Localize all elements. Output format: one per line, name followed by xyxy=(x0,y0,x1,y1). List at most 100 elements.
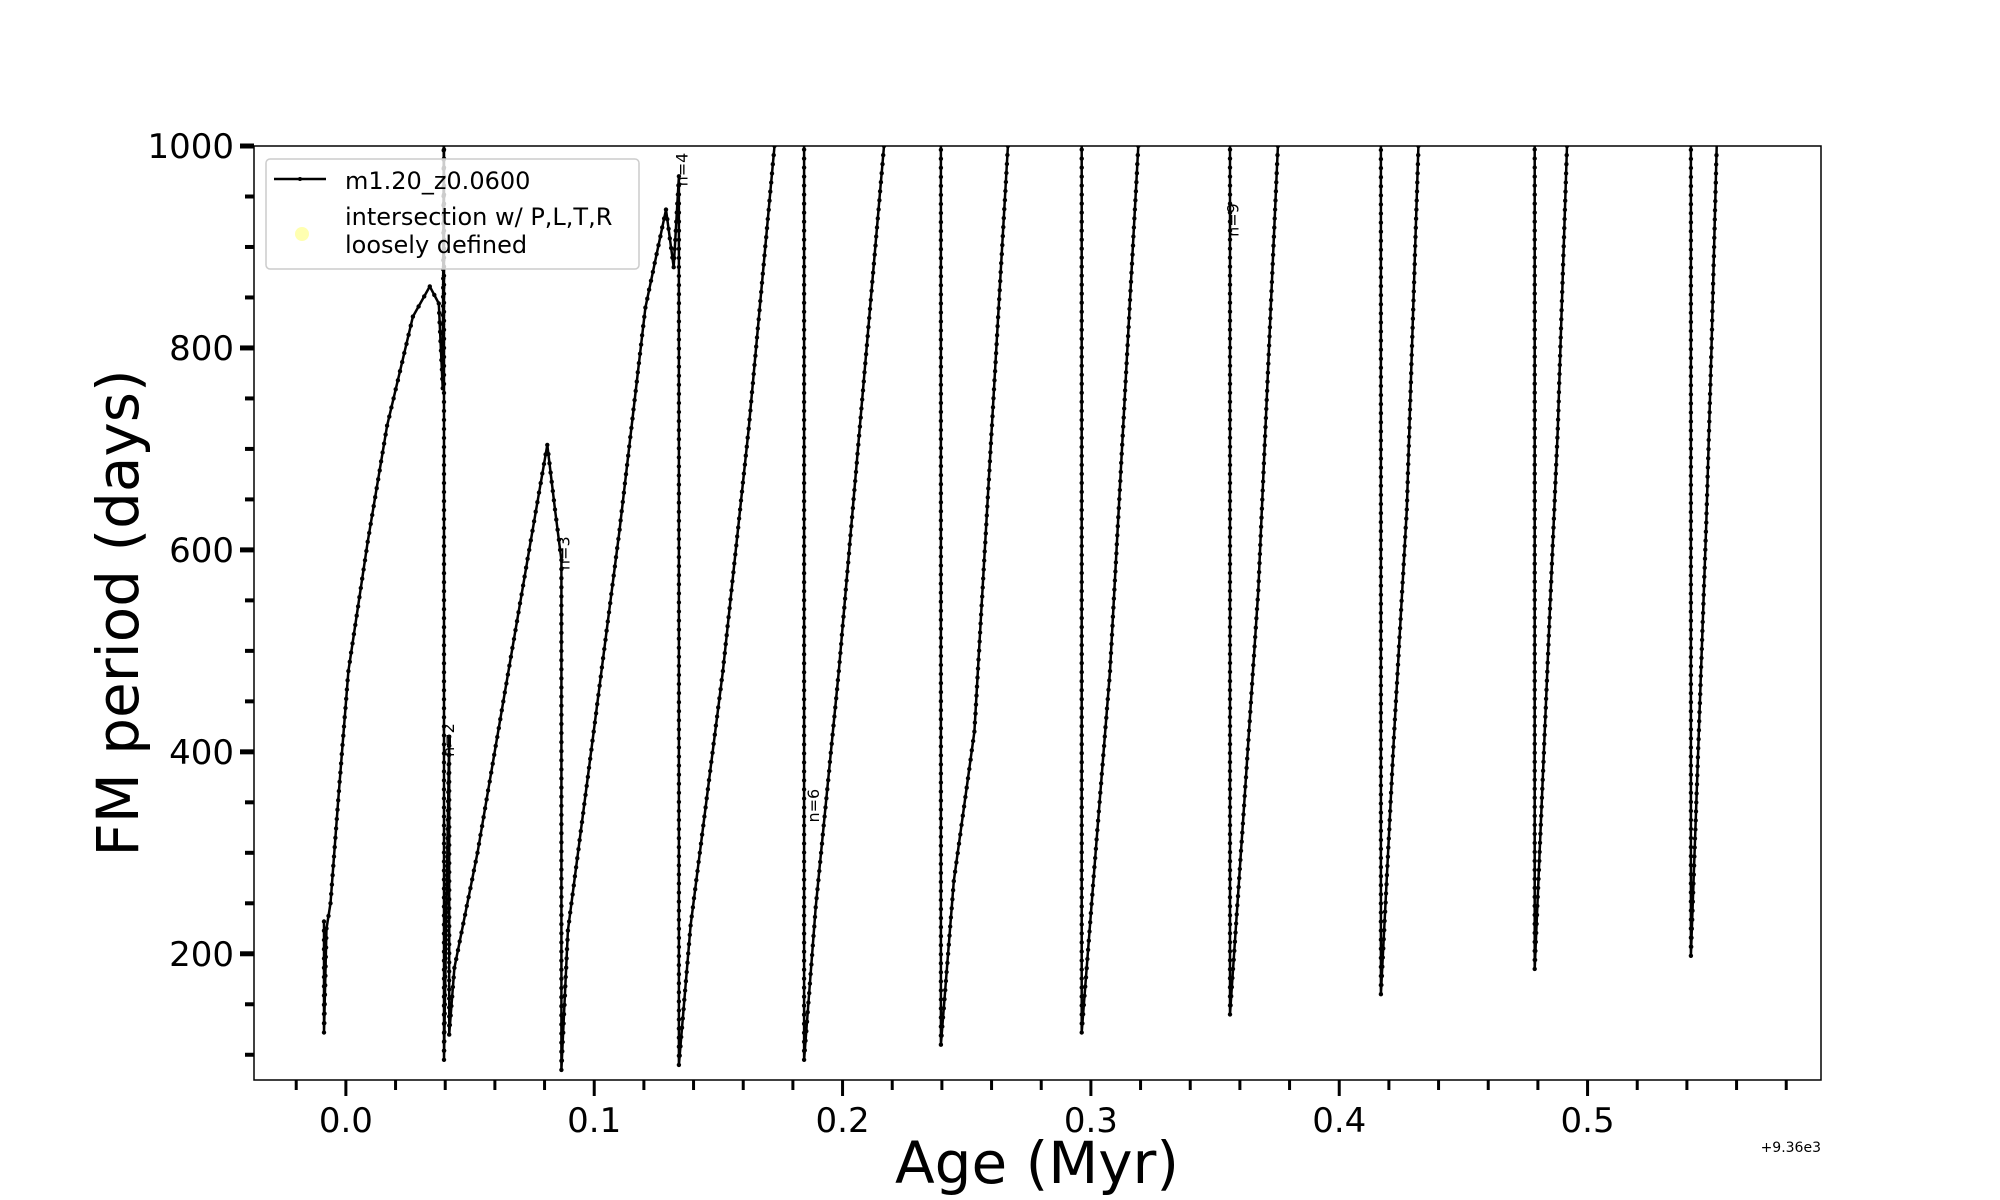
data-point xyxy=(734,543,739,548)
data-point xyxy=(1129,270,1134,275)
data-point xyxy=(1413,243,1418,249)
data-point xyxy=(987,459,993,464)
data-point xyxy=(1532,408,1537,413)
data-point xyxy=(877,189,883,194)
data-point xyxy=(1688,672,1694,678)
data-point xyxy=(1554,462,1559,467)
data-point xyxy=(991,396,996,401)
data-point xyxy=(441,805,447,810)
data-point xyxy=(1378,665,1384,670)
data-point xyxy=(787,119,791,123)
data-point xyxy=(571,883,576,888)
data-point xyxy=(410,314,416,319)
data-point xyxy=(548,470,553,475)
data-point xyxy=(610,582,615,587)
data-point xyxy=(1532,183,1537,188)
data-point xyxy=(672,246,677,252)
data-point xyxy=(1293,135,1297,139)
data-point xyxy=(1228,111,1232,115)
data-point xyxy=(1707,391,1713,397)
data-point xyxy=(1688,953,1694,958)
data-point xyxy=(1709,327,1715,332)
data-point xyxy=(1079,525,1084,531)
data-point xyxy=(1535,894,1540,900)
data-point xyxy=(1123,370,1129,375)
data-point xyxy=(1532,768,1537,773)
data-point xyxy=(1370,98,1374,102)
data-point xyxy=(802,102,806,106)
data-point xyxy=(1693,818,1698,823)
data-point xyxy=(938,1042,944,1047)
data-point xyxy=(1134,180,1139,185)
data-point xyxy=(559,603,564,608)
data-point xyxy=(801,859,807,864)
data-point xyxy=(676,382,682,387)
data-point xyxy=(849,524,854,529)
data-point xyxy=(1532,201,1537,206)
data-point xyxy=(1410,316,1416,321)
data-point xyxy=(1545,651,1551,656)
data-point xyxy=(1098,790,1103,795)
data-point xyxy=(1384,882,1389,887)
data-point xyxy=(1547,606,1553,611)
data-point xyxy=(1268,297,1274,303)
data-point xyxy=(865,333,870,339)
data-point xyxy=(867,315,872,321)
data-point xyxy=(1111,605,1116,610)
data-point xyxy=(559,712,564,717)
data-point xyxy=(749,390,755,395)
data-point xyxy=(938,183,944,189)
data-point xyxy=(1227,183,1233,188)
data-point xyxy=(812,914,818,920)
data-point xyxy=(1688,247,1694,252)
data-point xyxy=(441,336,447,341)
data-point xyxy=(1100,762,1105,767)
data-point xyxy=(1532,444,1537,449)
data-point xyxy=(452,965,457,971)
data-point xyxy=(1706,446,1711,452)
data-point xyxy=(1378,792,1384,797)
data-point xyxy=(1378,302,1384,307)
data-point xyxy=(843,587,848,592)
data-point xyxy=(801,913,807,918)
data-point xyxy=(1251,662,1256,668)
data-point xyxy=(1696,746,1701,751)
data-point xyxy=(1227,264,1233,269)
data-point xyxy=(1688,736,1694,741)
data-point xyxy=(1378,529,1384,534)
data-point xyxy=(1022,133,1026,137)
data-point xyxy=(559,621,564,626)
data-point xyxy=(1263,424,1268,430)
data-point xyxy=(1547,624,1552,629)
data-point xyxy=(732,561,737,566)
data-point xyxy=(801,994,807,999)
data-point xyxy=(351,631,357,637)
data-point xyxy=(743,453,748,458)
data-point xyxy=(1701,583,1707,588)
data-point xyxy=(939,139,943,143)
data-point xyxy=(690,905,696,910)
data-point xyxy=(938,735,944,740)
data-point xyxy=(1688,437,1694,442)
data-point xyxy=(447,779,452,784)
data-point xyxy=(629,425,634,431)
data-point xyxy=(1039,121,1043,125)
data-point xyxy=(987,468,992,473)
data-point xyxy=(559,876,564,881)
data-point xyxy=(801,318,807,323)
data-point xyxy=(1713,180,1719,185)
data-point xyxy=(1079,480,1084,486)
data-point xyxy=(834,687,840,692)
data-point xyxy=(1533,111,1537,115)
data-point xyxy=(443,946,448,952)
data-point xyxy=(441,904,447,909)
data-point xyxy=(717,696,722,701)
data-point xyxy=(1532,696,1537,701)
data-point xyxy=(1383,900,1388,905)
data-point xyxy=(1093,846,1099,851)
data-point xyxy=(1110,623,1115,628)
data-point xyxy=(771,152,776,158)
data-point xyxy=(875,216,880,221)
data-point xyxy=(1136,146,1141,149)
data-point xyxy=(1124,361,1129,366)
